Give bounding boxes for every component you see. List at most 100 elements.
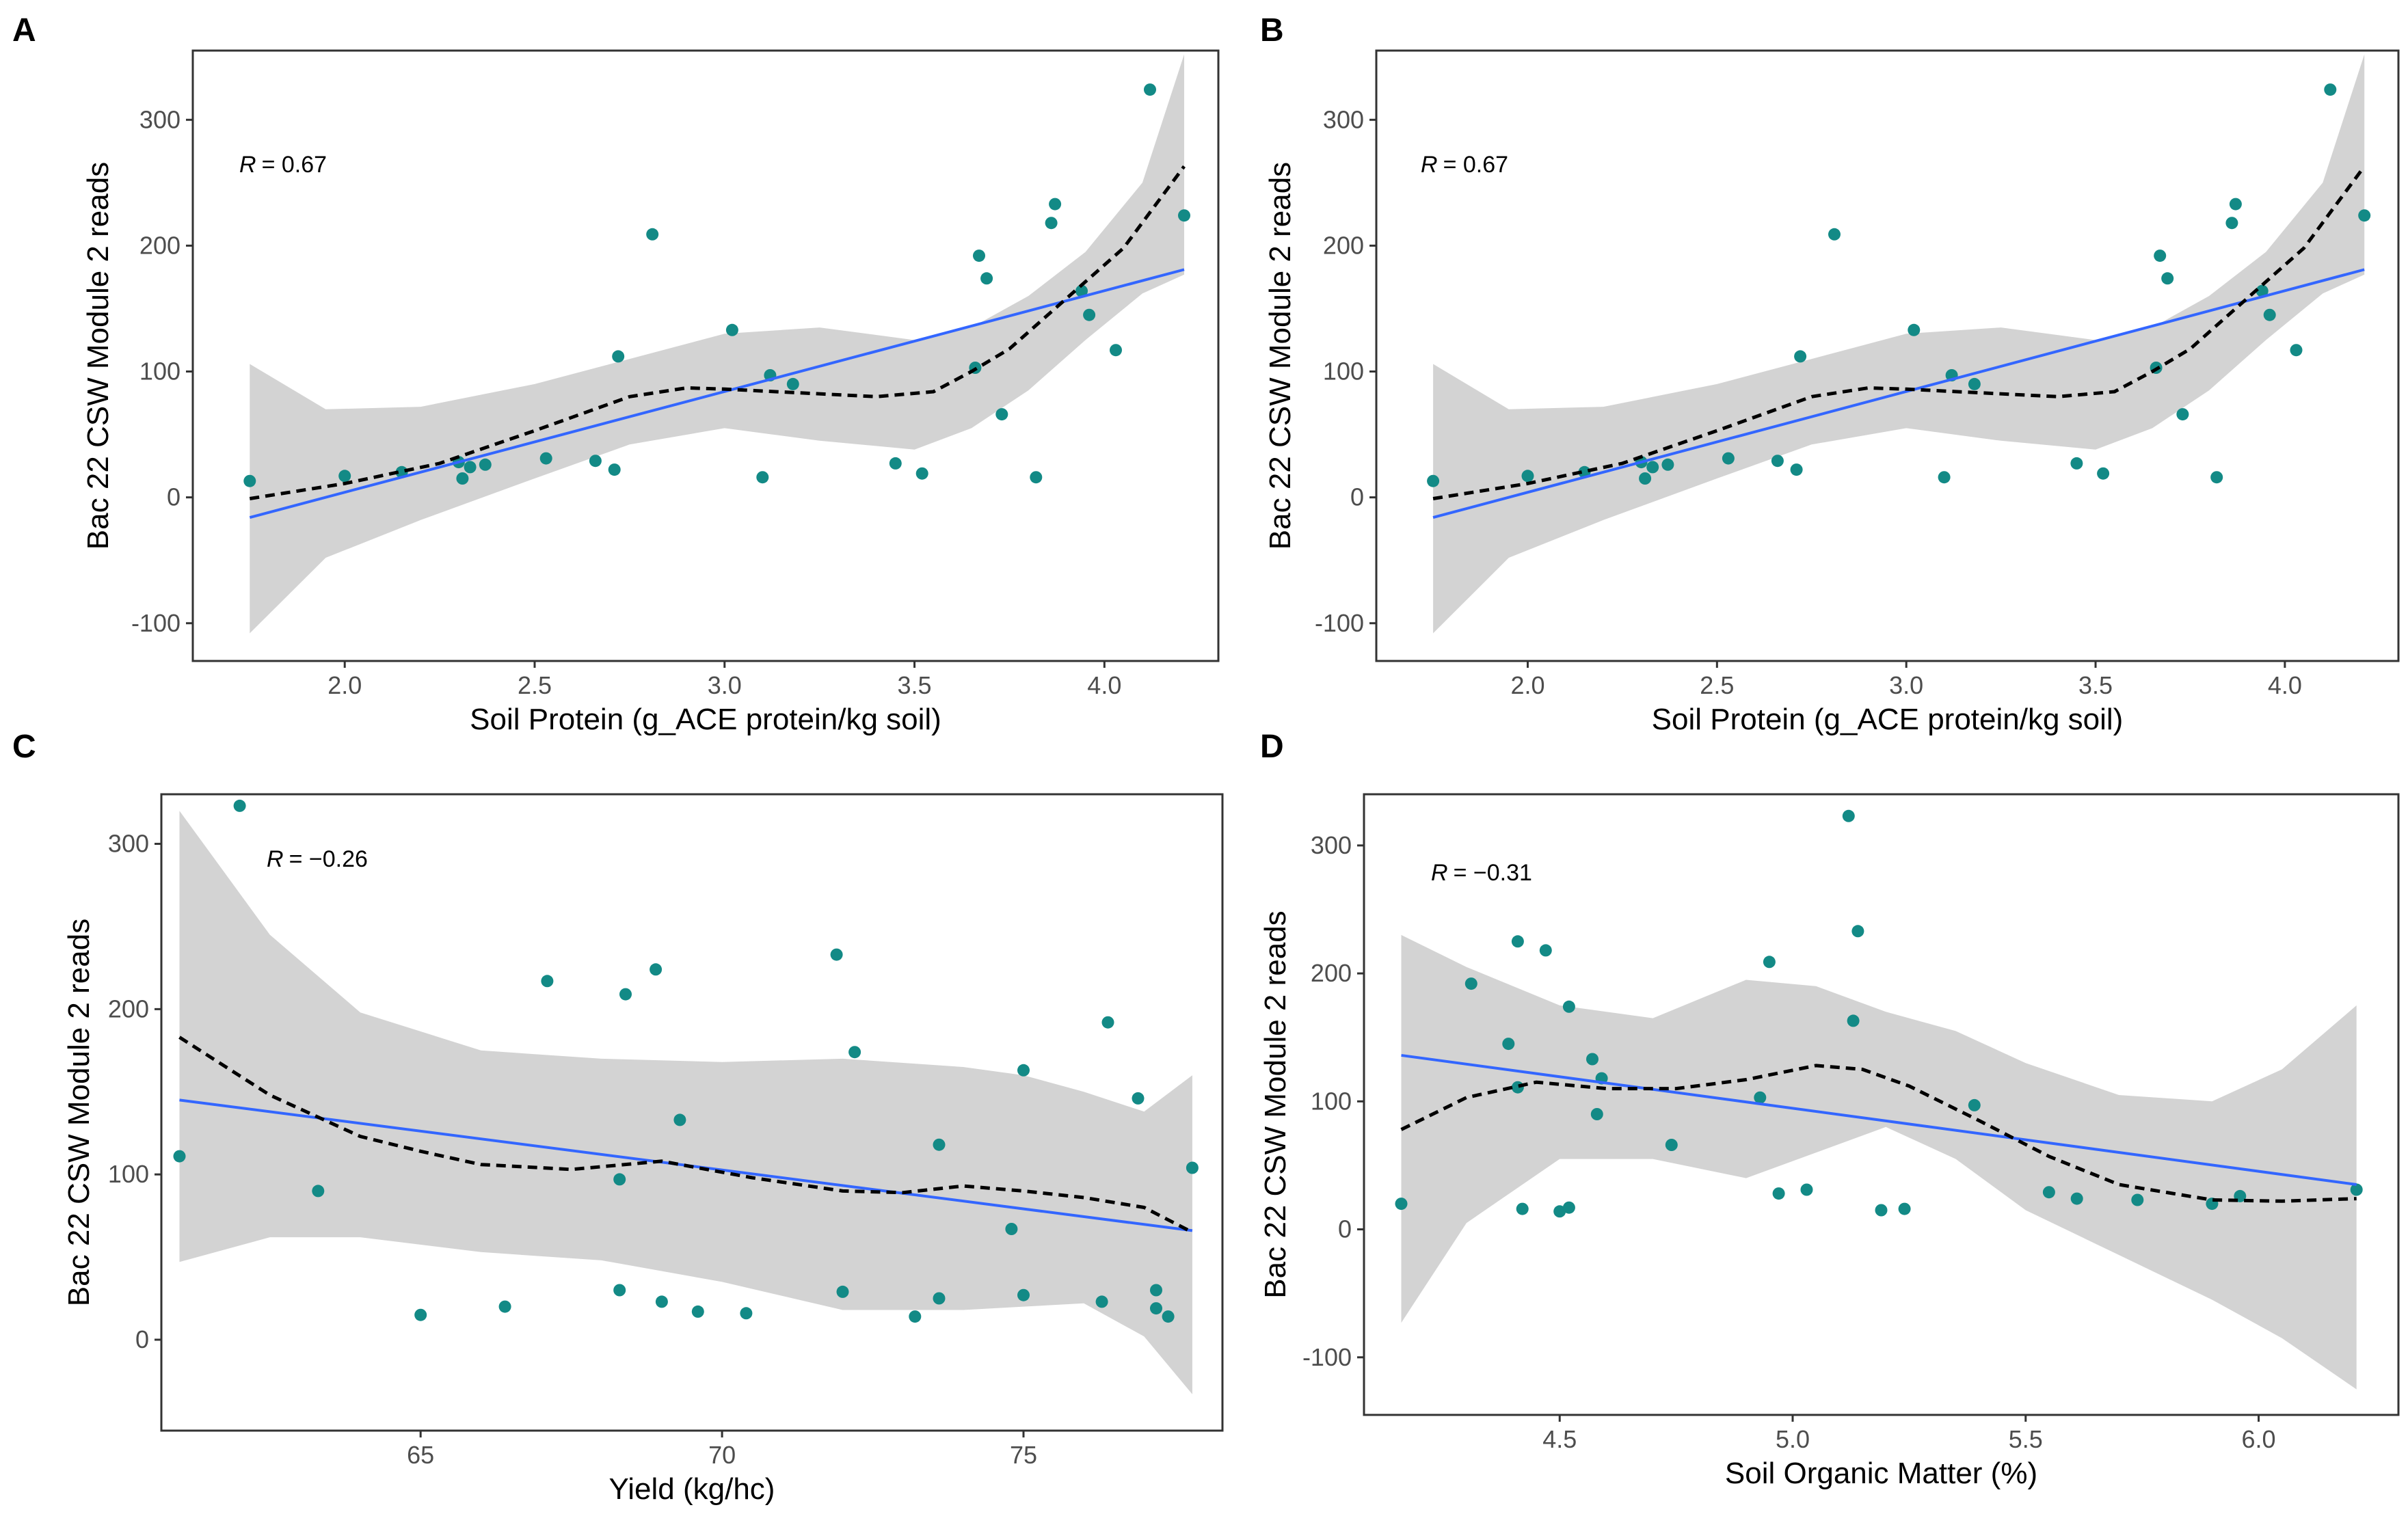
panel-d: D 4.5 5.0 5.5 6.0 -100 0 100 200 300 Soil Organic … [1259, 729, 2400, 1490]
x-tick-label: 70 [708, 1441, 736, 1469]
data-point [1030, 471, 1043, 484]
data-point [1017, 1288, 1030, 1301]
data-point [2176, 408, 2189, 421]
data-point [740, 1307, 753, 1320]
data-point [338, 470, 351, 483]
y-tick-label: 200 [139, 231, 180, 259]
data-point [233, 799, 246, 812]
data-point [539, 452, 552, 465]
data-point [2070, 457, 2083, 470]
data-point [1875, 1204, 1888, 1217]
data-point [933, 1138, 946, 1151]
data-point [1938, 471, 1951, 484]
data-point [673, 1113, 686, 1126]
data-point [2131, 1193, 2144, 1206]
data-point [1590, 1108, 1603, 1120]
data-point [414, 1308, 427, 1321]
data-point [1851, 925, 1864, 938]
linear-fit-line [249, 268, 1185, 519]
plot-area [1427, 54, 2371, 634]
confidence-band [179, 811, 1192, 1394]
x-tick-label: 3.5 [2078, 671, 2113, 699]
y-tick-label: 300 [1323, 105, 1364, 133]
r-value: = 0.67 [262, 152, 327, 178]
data-point [980, 272, 993, 285]
r-symbol: R [239, 152, 256, 178]
y-tick-label: 0 [167, 483, 180, 511]
data-point [173, 1150, 186, 1163]
data-point [1665, 1139, 1678, 1151]
correlation-annotation: R = −0.26 [267, 846, 368, 872]
data-point [312, 1185, 325, 1198]
data-point [2358, 209, 2371, 222]
data-point [1722, 452, 1735, 465]
data-point [1150, 1284, 1162, 1297]
loess-curve [249, 165, 1186, 500]
y-axis-title: Bac 22 CSW Module 2 reads [81, 162, 115, 550]
plot-area [173, 799, 1199, 1394]
y-tick-label: 0 [1338, 1215, 1352, 1243]
data-point [1539, 944, 1552, 957]
data-point [909, 1310, 922, 1323]
data-point [1464, 977, 1477, 990]
y-tick-label: -100 [1315, 609, 1364, 637]
data-point [479, 458, 492, 471]
data-point [2070, 1192, 2083, 1205]
plot-frame [1375, 49, 2400, 662]
loess-curve [178, 1036, 1194, 1234]
data-point [541, 975, 554, 988]
linear-fit-line [1401, 1053, 2357, 1186]
y-tick-label: 300 [108, 830, 149, 858]
data-point [1017, 1064, 1030, 1077]
data-point [1083, 308, 1096, 321]
panel-label: A [12, 12, 36, 49]
data-point [1639, 472, 1652, 485]
data-point [1101, 1016, 1114, 1029]
data-point [613, 1173, 626, 1186]
plot-area [1395, 809, 2363, 1390]
panel-b: B 2.0 2.5 3.0 3.5 4.0 -100 0 100 200 300 Soil Prote… [1260, 12, 2400, 736]
x-tick-label: 2.0 [327, 671, 362, 699]
panel-label: D [1260, 729, 1284, 765]
y-tick-label: 200 [1323, 231, 1364, 259]
x-tick-label: 5.5 [2009, 1425, 2043, 1453]
data-point [613, 1284, 626, 1297]
y-tick-label: 300 [139, 105, 180, 133]
plot-area [243, 54, 1190, 634]
data-point [915, 467, 928, 480]
correlation-annotation: R = 0.67 [1421, 152, 1508, 178]
x-tick-label: 65 [407, 1441, 434, 1469]
x-axis-title: Soil Protein (g_ACE protein/kg soil) [470, 703, 941, 736]
y-tick-label: -100 [1302, 1343, 1352, 1371]
data-point [1427, 474, 1440, 487]
data-point [2225, 217, 2238, 230]
data-point [1511, 1081, 1524, 1094]
data-point [756, 471, 769, 484]
r-symbol: R [1431, 860, 1448, 886]
y-axis-title: Bac 22 CSW Module 2 reads [1259, 910, 1292, 1298]
data-point [619, 988, 632, 1001]
y-tick-label: -100 [131, 609, 180, 637]
data-point [1968, 1098, 1981, 1111]
data-point [655, 1295, 668, 1308]
data-point [1516, 1202, 1529, 1215]
correlation-annotation: R = −0.31 [1431, 860, 1532, 886]
data-point [1562, 1201, 1575, 1214]
data-point [1754, 1091, 1767, 1104]
data-point [1794, 350, 1807, 363]
data-point [589, 455, 602, 468]
data-point [1395, 1198, 1408, 1211]
data-point [608, 463, 621, 476]
r-value: = −0.31 [1454, 860, 1532, 886]
x-axis-title: Soil Protein (g_ACE protein/kg soil) [1652, 703, 2124, 736]
data-point [2210, 471, 2223, 484]
x-tick-label: 4.0 [1087, 671, 1121, 699]
y-tick-label: 0 [1350, 483, 1364, 511]
data-point [2256, 284, 2269, 297]
data-point [1178, 209, 1190, 222]
data-point [243, 474, 256, 487]
y-tick-label: 0 [135, 1325, 149, 1353]
data-point [2161, 272, 2174, 285]
data-point [1771, 455, 1784, 468]
